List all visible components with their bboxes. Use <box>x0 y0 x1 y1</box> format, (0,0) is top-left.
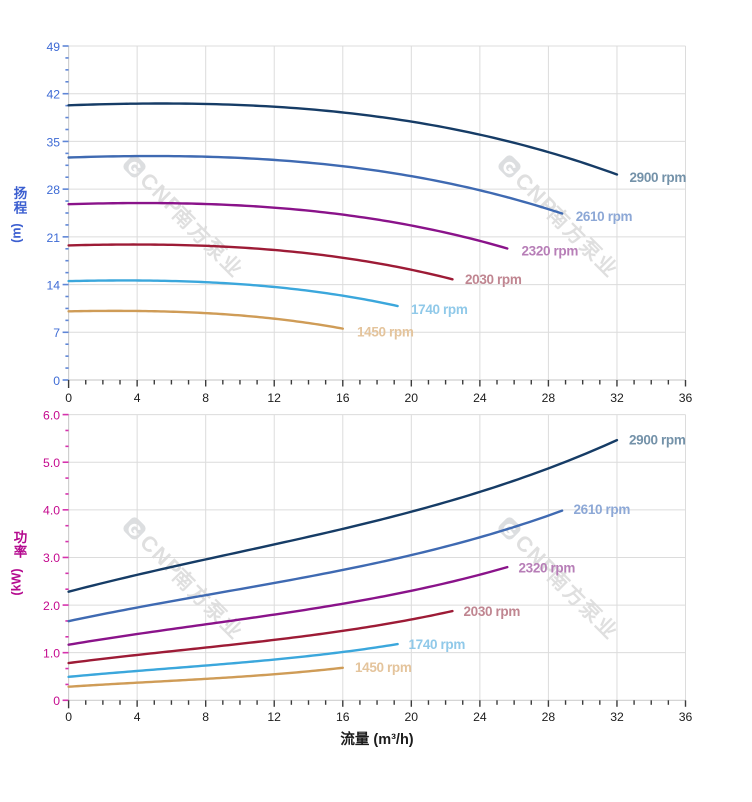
svg-text:3.0: 3.0 <box>43 551 60 565</box>
svg-text:8: 8 <box>202 391 209 405</box>
svg-text:21: 21 <box>46 231 60 245</box>
svg-text:24: 24 <box>473 710 487 724</box>
svg-text:20: 20 <box>405 391 419 405</box>
svg-text:2.0: 2.0 <box>43 599 60 613</box>
svg-text:12: 12 <box>267 710 281 724</box>
svg-text:7: 7 <box>53 326 60 340</box>
svg-text:功: 功 <box>14 530 28 545</box>
svg-text:6.0: 6.0 <box>43 408 60 422</box>
svg-text:32: 32 <box>610 710 624 724</box>
svg-text:42: 42 <box>46 88 60 102</box>
svg-text:2610 rpm: 2610 rpm <box>576 209 633 224</box>
svg-text:28: 28 <box>46 183 60 197</box>
svg-text:1.0: 1.0 <box>43 646 60 660</box>
svg-text:程: 程 <box>14 201 28 216</box>
svg-text:4: 4 <box>134 710 141 724</box>
svg-text:5.0: 5.0 <box>43 456 60 470</box>
svg-text:(kW): (kW) <box>10 568 24 595</box>
svg-text:扬: 扬 <box>14 185 28 201</box>
svg-text:0: 0 <box>53 374 60 388</box>
svg-text:0: 0 <box>65 391 72 405</box>
svg-text:49: 49 <box>46 40 60 54</box>
svg-text:1450 rpm: 1450 rpm <box>355 660 412 675</box>
svg-text:20: 20 <box>405 710 419 724</box>
svg-text:1740 rpm: 1740 rpm <box>409 637 466 652</box>
svg-text:2320 rpm: 2320 rpm <box>519 560 576 575</box>
svg-text:2030 rpm: 2030 rpm <box>465 272 522 287</box>
svg-text:16: 16 <box>336 391 350 405</box>
svg-text:16: 16 <box>336 710 350 724</box>
svg-text:(m): (m) <box>10 223 24 242</box>
svg-text:12: 12 <box>267 391 281 405</box>
svg-text:35: 35 <box>46 135 60 149</box>
svg-text:4: 4 <box>134 391 141 405</box>
svg-text:流量 (m³/h): 流量 (m³/h) <box>340 730 413 748</box>
svg-text:14: 14 <box>46 279 60 293</box>
svg-text:28: 28 <box>542 391 556 405</box>
svg-text:8: 8 <box>202 710 209 724</box>
svg-text:率: 率 <box>14 544 28 560</box>
svg-text:24: 24 <box>473 391 487 405</box>
svg-text:1450 rpm: 1450 rpm <box>357 324 414 339</box>
svg-text:1740 rpm: 1740 rpm <box>411 302 468 317</box>
svg-text:2610 rpm: 2610 rpm <box>574 502 631 517</box>
svg-text:2030 rpm: 2030 rpm <box>464 604 521 619</box>
svg-text:4.0: 4.0 <box>43 504 60 518</box>
svg-text:2900 rpm: 2900 rpm <box>629 432 686 447</box>
svg-text:36: 36 <box>679 391 693 405</box>
svg-text:0: 0 <box>65 710 72 724</box>
svg-text:2900 rpm: 2900 rpm <box>630 170 687 185</box>
svg-text:28: 28 <box>542 710 556 724</box>
svg-text:32: 32 <box>610 391 624 405</box>
svg-text:2320 rpm: 2320 rpm <box>522 244 579 259</box>
svg-text:0: 0 <box>53 694 60 708</box>
svg-text:36: 36 <box>679 710 693 724</box>
